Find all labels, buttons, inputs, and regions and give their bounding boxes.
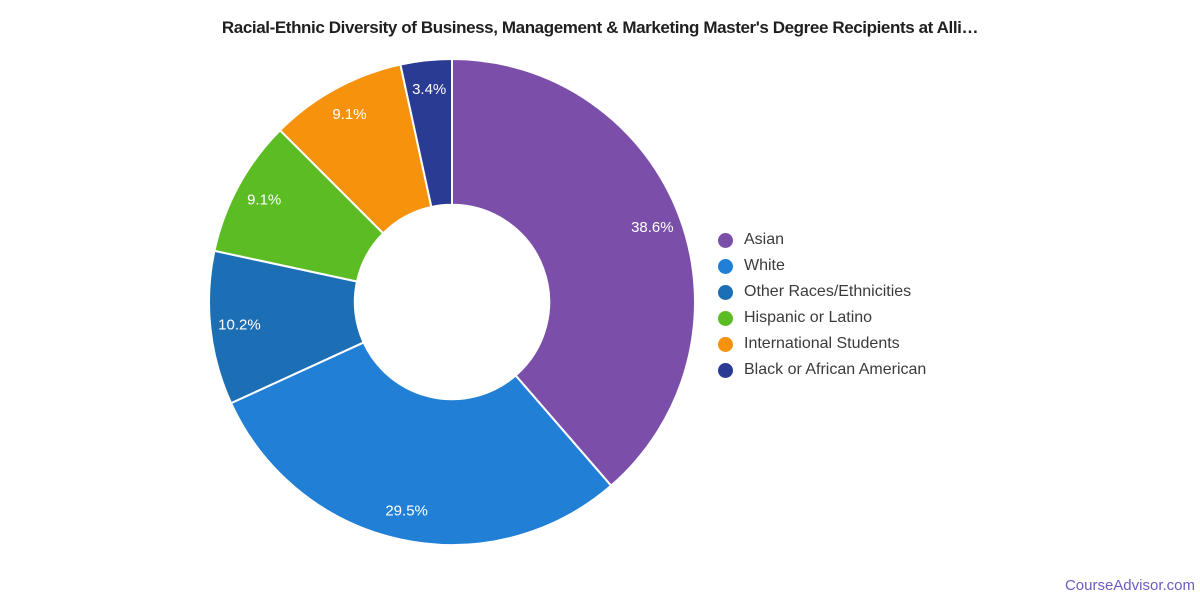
legend-item-0[interactable]: Asian bbox=[718, 227, 926, 253]
donut-chart-area: 38.6% 29.5% 10.2% 9.1% 9.1% 3.4% bbox=[207, 57, 697, 547]
legend-label: Black or African American bbox=[744, 361, 927, 378]
legend-item-1[interactable]: White bbox=[718, 253, 926, 279]
legend-swatch-icon bbox=[718, 258, 733, 274]
pie-slice-1[interactable] bbox=[230, 341, 613, 546]
legend-item-2[interactable]: Other Races/Ethnicities bbox=[718, 279, 926, 305]
slice-percentage-label: 9.1% bbox=[247, 191, 281, 208]
pie-slice-5[interactable] bbox=[399, 58, 453, 209]
slice-percentage-label: 10.2% bbox=[218, 317, 261, 334]
legend-label: Asian bbox=[744, 231, 785, 248]
legend-label: International Students bbox=[744, 335, 900, 352]
legend-swatch-icon bbox=[718, 232, 733, 248]
legend-swatch-icon bbox=[718, 362, 733, 378]
watermark-link[interactable]: CourseAdvisor.com bbox=[1064, 577, 1195, 594]
slice-percentage-label: 29.5% bbox=[385, 502, 428, 519]
chart-title: Racial-Ethnic Diversity of Business, Man… bbox=[221, 18, 979, 37]
legend-label: Other Races/Ethnicities bbox=[744, 283, 912, 300]
legend-label: White bbox=[744, 257, 785, 274]
pie-slice-2[interactable] bbox=[208, 249, 365, 405]
slice-percentage-label: 38.6% bbox=[631, 219, 674, 236]
donut-chart: 38.6% 29.5% 10.2% 9.1% 9.1% 3.4% bbox=[208, 58, 696, 546]
legend-swatch-icon bbox=[718, 336, 733, 352]
legend-item-4[interactable]: International Students bbox=[718, 331, 926, 357]
slice-percentage-label: 3.4% bbox=[412, 81, 446, 98]
slice-percentage-label: 9.1% bbox=[332, 106, 366, 123]
legend-swatch-icon bbox=[718, 284, 733, 300]
legend-swatch-icon bbox=[718, 310, 733, 326]
legend-label: Hispanic or Latino bbox=[744, 309, 873, 326]
legend-item-5[interactable]: Black or African American bbox=[718, 357, 926, 383]
pie-slice-0[interactable] bbox=[451, 58, 696, 487]
legend: Asian White Other Races/Ethnicities Hispani… bbox=[718, 227, 926, 383]
legend-item-3[interactable]: Hispanic or Latino bbox=[718, 305, 926, 331]
